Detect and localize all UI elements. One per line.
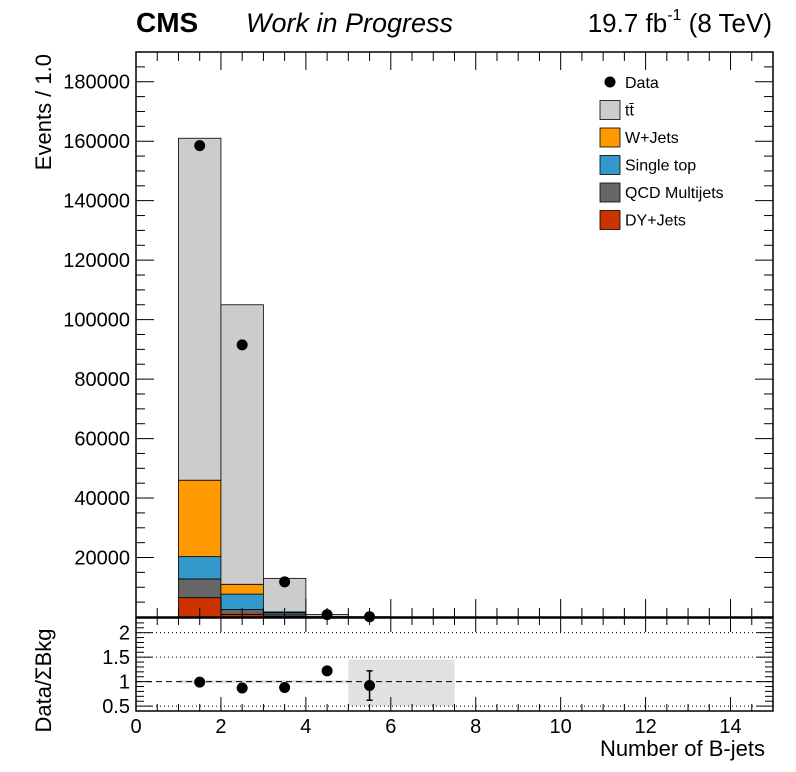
ratio-point: [194, 676, 206, 688]
legend-label-wjets: W+Jets: [625, 130, 679, 147]
legend-label-ttbar: tt̄: [625, 103, 634, 120]
legend: Data tt̄ W+Jets Single top QCD Multijets DY+J…: [599, 75, 724, 230]
bar-wjets: [220, 583, 264, 595]
bar-ttbar: [220, 304, 264, 585]
legend-label-qcd: QCD Multijets: [625, 185, 724, 202]
data-point: [194, 140, 206, 152]
main-panel: 20000 40000 60000 80000 100000 120000 140000 16…: [31, 51, 774, 623]
ratio-point: [321, 665, 333, 677]
legend-swatch-wjets: [599, 127, 621, 148]
x-tick-label: 14: [719, 716, 741, 738]
y-tick-label: 120000: [63, 250, 130, 272]
data-point: [236, 339, 248, 351]
x-tick-label: 4: [300, 716, 311, 738]
legend-label-dyjets: DY+Jets: [625, 213, 686, 230]
x-axis-label: Number of B-jets: [600, 736, 765, 761]
lumi-energy: (8 TeV): [681, 8, 772, 38]
x-tick-label: 2: [215, 716, 226, 738]
legend-swatch-qcd: [599, 182, 621, 203]
x-tick-label: 0: [130, 716, 141, 738]
lumi-main: 19.7 fb: [588, 8, 668, 38]
legend-label-singletop: Single top: [625, 158, 696, 175]
legend-swatch-ttbar: [599, 100, 621, 120]
legend-swatch-singletop: [599, 155, 621, 175]
legend-marker-data: [604, 76, 616, 88]
bar-wjets: [178, 479, 222, 558]
y-tick-label: 40000: [74, 488, 130, 510]
x-tick-label: 8: [470, 716, 481, 738]
y-tick-label: 20000: [74, 548, 130, 570]
y-tick-label: 80000: [74, 369, 130, 391]
luminosity-label: 19.7 fb-1 (8 TeV): [588, 7, 772, 38]
ratio-y-tick-label: 1.5: [102, 647, 130, 669]
y-tick-label: 100000: [63, 310, 130, 332]
x-tick-label: 6: [385, 716, 396, 738]
uncertainty-band: [348, 659, 455, 707]
legend-label-data: Data: [625, 75, 659, 92]
data-point: [279, 576, 291, 588]
x-tick-label: 12: [634, 716, 656, 738]
y-tick-label: 140000: [63, 191, 130, 213]
bar-singletop: [178, 556, 222, 580]
ratio-point: [279, 682, 291, 694]
lumi-exponent: -1: [667, 7, 681, 24]
y-tick-label: 160000: [63, 131, 130, 153]
y-tick-label: 180000: [63, 72, 130, 94]
uncertainty-band: [178, 680, 349, 684]
bar-ttbar: [178, 137, 222, 481]
y-axis-label: Events / 1.0: [31, 54, 56, 170]
ratio-y-tick-label: 1: [119, 672, 130, 694]
ratio-point: [364, 680, 376, 692]
ratio-y-axis-label: Data/ΣBkg: [31, 628, 56, 732]
work-in-progress-label: Work in Progress: [246, 8, 453, 38]
y-tick-label: 60000: [74, 429, 130, 451]
legend-swatch-dyjets: [599, 210, 621, 230]
bar-singletop: [220, 593, 264, 610]
ratio-point: [236, 682, 248, 694]
x-tick-label: 10: [550, 716, 572, 738]
bar-qcd: [178, 578, 222, 599]
cms-label: CMS: [136, 7, 198, 38]
ratio-y-tick-label: 0.5: [102, 696, 130, 718]
ratio-y-tick-label: 2: [119, 623, 130, 645]
